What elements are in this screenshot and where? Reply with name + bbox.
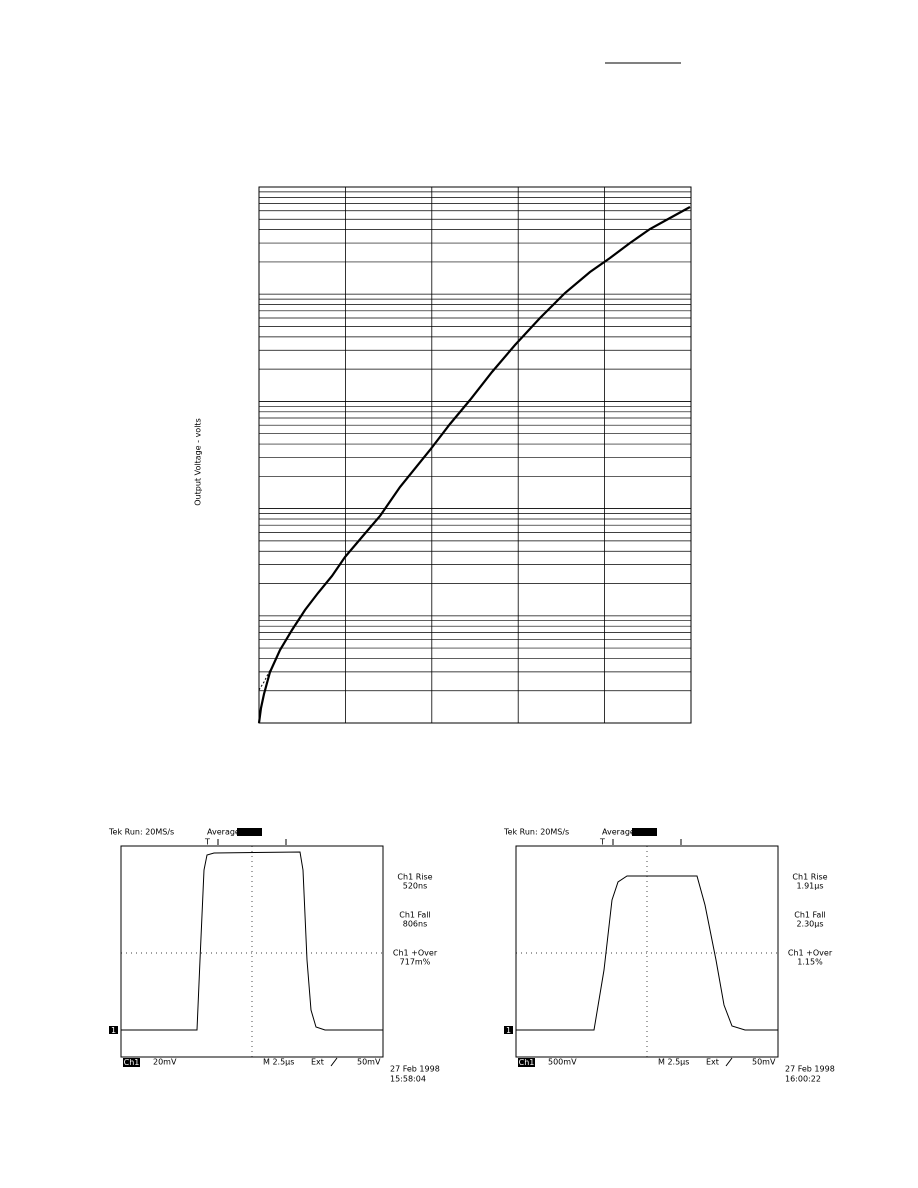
channel: Ch1 bbox=[124, 1058, 140, 1067]
trace bbox=[121, 851, 383, 1031]
scale: 20mV bbox=[153, 1058, 177, 1067]
scope-header: Tek Run: 20MS/s bbox=[108, 828, 174, 837]
time: 15:58:04 bbox=[390, 1075, 426, 1084]
channel-marker: 1 bbox=[506, 1026, 511, 1035]
y-axis-label: Output Voltage - volts bbox=[194, 418, 203, 505]
measure-label: Ch1 Rise bbox=[792, 873, 827, 882]
trigger-level: 50mV bbox=[357, 1058, 381, 1067]
trigger-slope-icon bbox=[725, 1057, 733, 1067]
trigger-source: Ext bbox=[706, 1058, 719, 1067]
curve-dashed bbox=[258, 669, 271, 691]
scope-mode: Average bbox=[602, 828, 635, 837]
trigger-source: Ext bbox=[311, 1058, 324, 1067]
measure-label: Ch1 Rise bbox=[397, 873, 432, 882]
measure-value: 2.30µs bbox=[796, 920, 823, 929]
timebase: M 2.5µs bbox=[263, 1058, 294, 1067]
channel: Ch1 bbox=[519, 1058, 535, 1067]
chart-frame bbox=[258, 186, 692, 724]
measure-label: Ch1 +Over bbox=[393, 949, 438, 958]
date: 27 Feb 1998 bbox=[390, 1065, 440, 1074]
trigger-level: 50mV bbox=[752, 1058, 776, 1067]
measure-label: Ch1 Fall bbox=[794, 911, 826, 920]
trigger-marker: T bbox=[204, 838, 210, 847]
time: 16:00:22 bbox=[785, 1075, 821, 1084]
channel-box bbox=[123, 1058, 140, 1067]
curve bbox=[257, 206, 691, 724]
scope-header: Tek Run: 20MS/s bbox=[503, 828, 569, 837]
measure-value: 717m% bbox=[400, 958, 431, 967]
trace bbox=[516, 875, 778, 1031]
scale: 500mV bbox=[548, 1058, 577, 1067]
timebase: M 2.5µs bbox=[658, 1058, 689, 1067]
measure-label: Ch1 +Over bbox=[788, 949, 833, 958]
scope-mode: Average bbox=[207, 828, 240, 837]
measure-value: 1.91µs bbox=[796, 882, 823, 891]
measure-value: 806ns bbox=[403, 920, 428, 929]
measure-value: 520ns bbox=[403, 882, 428, 891]
mode-badge bbox=[237, 828, 262, 836]
channel-box bbox=[518, 1058, 535, 1067]
channel-marker-box bbox=[504, 1026, 513, 1034]
channel-marker: 1 bbox=[111, 1026, 116, 1035]
channel-marker-box bbox=[109, 1026, 118, 1034]
date: 27 Feb 1998 bbox=[785, 1065, 835, 1074]
trigger-marker: T bbox=[599, 838, 605, 847]
trigger-slope-icon bbox=[330, 1057, 338, 1067]
mode-badge bbox=[632, 828, 657, 836]
measure-label: Ch1 Fall bbox=[399, 911, 431, 920]
measure-value: 1.15% bbox=[797, 958, 823, 967]
